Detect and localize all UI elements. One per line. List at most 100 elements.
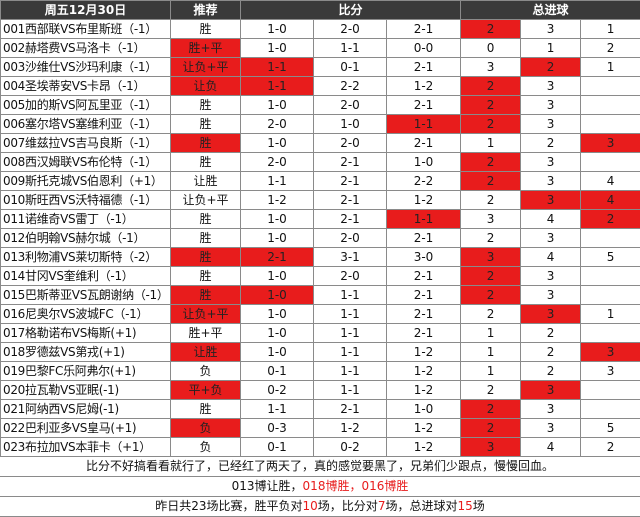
goals-cell-3 (581, 153, 640, 172)
score-cell-1: 0-1 (241, 438, 314, 457)
score-cell-1: 1-0 (241, 96, 314, 115)
recommend-cell: 胜 (171, 267, 241, 286)
goals-cell-3 (581, 115, 640, 134)
score-cell-3: 1-1 (387, 210, 461, 229)
score-cell-2: 1-1 (314, 305, 387, 324)
goals-cell-1: 1 (461, 324, 521, 343)
score-cell-3: 2-1 (387, 58, 461, 77)
score-cell-2: 1-1 (314, 362, 387, 381)
score-cell-3: 1-2 (387, 343, 461, 362)
goals-cell-2: 3 (521, 267, 581, 286)
goals-cell-3: 4 (581, 191, 640, 210)
goals-cell-1: 2 (461, 400, 521, 419)
goals-cell-3 (581, 324, 640, 343)
recommend-cell: 胜 (171, 153, 241, 172)
goals-cell-2: 3 (521, 77, 581, 96)
goals-cell-2: 2 (521, 362, 581, 381)
goals-cell-2: 3 (521, 400, 581, 419)
goals-cell-2: 1 (521, 39, 581, 58)
score-cell-3: 2-1 (387, 134, 461, 153)
goals-cell-3: 4 (581, 172, 640, 191)
goals-cell-1: 1 (461, 134, 521, 153)
score-cell-3: 1-0 (387, 153, 461, 172)
summary-text-2: 场，比分对 (318, 499, 378, 513)
goals-cell-1: 3 (461, 58, 521, 77)
goals-cell-3: 2 (581, 210, 640, 229)
score-cell-1: 1-1 (241, 58, 314, 77)
score-cell-1: 1-1 (241, 77, 314, 96)
summary-goals-count: 15 (457, 499, 472, 513)
header-row: 周五12月30日 推荐 比分 总进球 (1, 1, 640, 20)
score-cell-2: 1-1 (314, 324, 387, 343)
score-cell-3: 2-1 (387, 286, 461, 305)
match-cell: 020拉瓦勒VS亚眠(-1) (1, 381, 171, 400)
goals-cell-1: 2 (461, 419, 521, 438)
match-cell: 006塞尔塔VS塞维利亚（-1） (1, 115, 171, 134)
score-cell-2: 2-0 (314, 96, 387, 115)
goals-cell-2: 2 (521, 324, 581, 343)
goals-cell-1: 2 (461, 77, 521, 96)
match-cell: 019巴黎FC乐阿弗尔(+1) (1, 362, 171, 381)
score-cell-3: 2-1 (387, 20, 461, 39)
match-cell: 016尼奥尔VS波城FC（-1） (1, 305, 171, 324)
score-cell-2: 0-1 (314, 58, 387, 77)
score-cell-1: 0-2 (241, 381, 314, 400)
match-cell: 018罗德兹VS第戎(+1) (1, 343, 171, 362)
score-cell-3: 2-1 (387, 324, 461, 343)
recommend-cell: 负 (171, 362, 241, 381)
goals-cell-3 (581, 381, 640, 400)
score-cell-1: 1-1 (241, 172, 314, 191)
match-cell: 003沙维仕VS沙玛利康（-1） (1, 58, 171, 77)
goals-cell-2: 3 (521, 381, 581, 400)
match-cell: 015巴斯蒂亚VS瓦朗谢纳（-1） (1, 286, 171, 305)
score-cell-1: 1-0 (241, 305, 314, 324)
recommend-cell: 让负+平 (171, 191, 241, 210)
score-cell-3: 2-1 (387, 267, 461, 286)
header-date: 周五12月30日 (1, 1, 171, 20)
recommend-cell: 让负+平 (171, 58, 241, 77)
score-cell-1: 1-0 (241, 324, 314, 343)
match-cell: 007维兹拉VS吉马良斯（-1） (1, 134, 171, 153)
score-cell-1: 2-1 (241, 248, 314, 267)
score-cell-3: 1-2 (387, 381, 461, 400)
score-cell-1: 1-1 (241, 400, 314, 419)
summary-wdl-count: 10 (303, 499, 318, 513)
score-cell-1: 2-0 (241, 115, 314, 134)
goals-cell-1: 3 (461, 210, 521, 229)
score-cell-2: 2-1 (314, 153, 387, 172)
match-cell: 002赫塔费VS马洛卡（-1） (1, 39, 171, 58)
match-cell: 023布拉加VS本菲卡（+1） (1, 438, 171, 457)
score-cell-2: 1-1 (314, 39, 387, 58)
match-cell: 021阿纳西VS尼姆(-1) (1, 400, 171, 419)
goals-cell-3 (581, 96, 640, 115)
score-cell-2: 1-1 (314, 343, 387, 362)
goals-cell-3: 1 (581, 305, 640, 324)
header-score: 比分 (241, 1, 461, 20)
goals-cell-1: 2 (461, 229, 521, 248)
goals-cell-1: 2 (461, 172, 521, 191)
recommend-cell: 胜 (171, 210, 241, 229)
score-cell-3: 1-1 (387, 115, 461, 134)
score-cell-3: 2-1 (387, 229, 461, 248)
score-cell-2: 2-1 (314, 400, 387, 419)
score-cell-1: 1-0 (241, 134, 314, 153)
score-cell-1: 1-0 (241, 343, 314, 362)
goals-cell-2: 3 (521, 115, 581, 134)
recommend-cell: 胜 (171, 286, 241, 305)
match-cell: 012伯明翰VS赫尔城（-1） (1, 229, 171, 248)
goals-cell-2: 2 (521, 58, 581, 77)
score-cell-2: 1-0 (314, 115, 387, 134)
goals-cell-1: 3 (461, 438, 521, 457)
score-cell-2: 1-1 (314, 381, 387, 400)
goals-cell-3: 5 (581, 419, 640, 438)
score-cell-2: 2-1 (314, 210, 387, 229)
goals-cell-3 (581, 400, 640, 419)
header-recommend: 推荐 (171, 1, 241, 20)
match-cell: 010斯旺西VS沃特福德（-1） (1, 191, 171, 210)
goals-cell-3: 1 (581, 20, 640, 39)
